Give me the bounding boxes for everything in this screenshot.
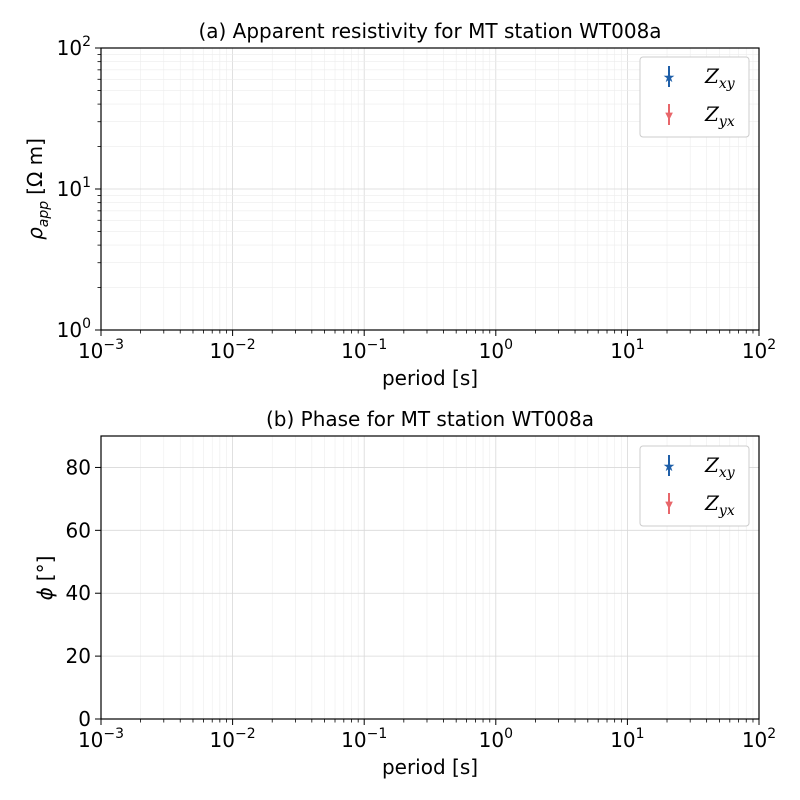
legend-box [639,56,750,138]
y-axis-label: ϕ[°] [33,556,57,601]
plot-frame [100,435,760,720]
legend-box [639,445,750,527]
y-tick-label: 100 [57,316,91,342]
legend: ★ Zxy ▼ Zyx [639,56,750,138]
legend-sub-zxy: xy [719,465,736,481]
y-tick-label: 101 [57,175,91,201]
x-tick-label: 10−1 [341,726,387,752]
y-tick-label: 102 [57,34,91,60]
panel-apparent-resistivity: (a) Apparent resistivity for MT station … [23,19,776,390]
triangle-down-marker-icon: ▼ [663,497,676,512]
legend-label-zyx: Z [704,491,720,515]
y-tick-label: 60 [66,518,91,542]
x-tick-label: 10−1 [341,337,387,363]
x-tick-label: 101 [610,337,644,363]
y-tick-label: 20 [66,644,91,668]
y-tick-label: 40 [66,581,91,605]
x-tick-label: 102 [742,726,776,752]
x-tick-label: 10−3 [78,337,124,363]
y-tick-label: 80 [66,455,91,479]
legend-label-zyx: Z [704,102,720,126]
svg-text:Zyx: Zyx [704,102,735,130]
legend-sub-zyx: yx [718,114,735,130]
legend-item-zyx: ▼ Zyx [663,102,735,130]
x-tick-label: 100 [479,726,513,752]
svg-text:Zyx: Zyx [704,491,735,519]
svg-text:Zxy: Zxy [704,64,736,92]
legend-item-zyx: ▼ Zyx [663,491,735,519]
legend-label-zxy: Z [704,64,720,88]
chart-title: (b) Phase for MT station WT008a [266,407,594,431]
triangle-down-marker-icon: ▼ [663,108,676,123]
legend-label-zxy: Z [704,453,720,477]
star-marker-icon: ★ [663,460,676,475]
x-tick-label: 10−2 [210,337,256,363]
legend-item-zxy: ★ Zxy [663,453,736,481]
y-tick-label: 0 [78,707,91,731]
grid [100,47,760,331]
x-axis-label: period [s] [382,755,478,779]
legend: ★ Zxy ▼ Zyx [639,445,750,527]
axis-ticks: 10−3 10−2 10−1 100 101 102 0 20 40 60 80 [66,455,777,752]
x-axis-label: period [s] [382,366,478,390]
x-tick-label: 10−3 [78,726,124,752]
legend-sub-zxy: xy [719,76,736,92]
star-marker-icon: ★ [663,71,676,86]
legend-sub-zyx: yx [718,503,735,519]
chart-title: (a) Apparent resistivity for MT station … [198,19,661,43]
x-tick-label: 100 [479,337,513,363]
y-axis-label: ρapp[Ω m] [23,138,52,240]
x-tick-label: 102 [742,337,776,363]
svg-text:Zxy: Zxy [704,453,736,481]
svg-text:ϕ[°]: ϕ[°] [33,556,57,601]
axis-ticks: 10−3 10−2 10−1 100 101 102 100 101 102 [57,34,777,363]
x-tick-label: 10−2 [210,726,256,752]
x-tick-label: 101 [610,726,644,752]
svg-text:ρapp[Ω m]: ρapp[Ω m] [23,138,52,240]
legend-item-zxy: ★ Zxy [663,64,736,92]
panel-phase: (b) Phase for MT station WT008a 10−3 10−2… [33,407,776,779]
